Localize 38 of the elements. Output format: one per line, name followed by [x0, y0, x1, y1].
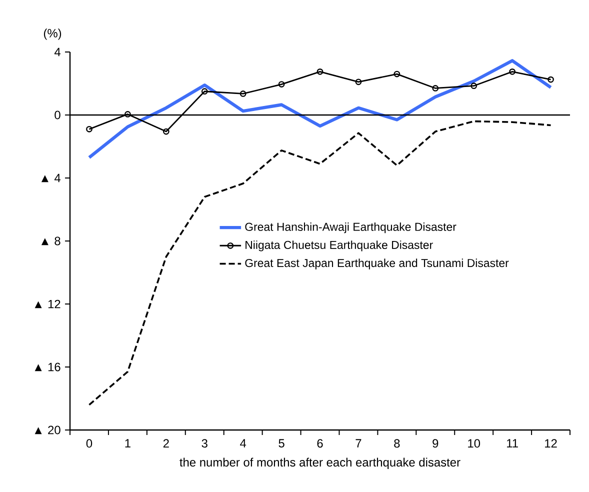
x-tick-label: 1 — [125, 439, 130, 448]
point — [355, 78, 362, 86]
line-series — [88, 59, 552, 160]
point — [470, 82, 478, 90]
point — [509, 68, 516, 75]
x-tick-label: 8 — [394, 439, 400, 448]
legend-label: Great Hanshin-Awaji Earthquake Disaster — [245, 222, 456, 234]
x-tick-label: 9 — [432, 439, 438, 448]
legend-label: Niigata Chuetsu Earthquake Disaster — [246, 240, 433, 252]
point — [394, 70, 400, 78]
x-tick-label: 10 — [468, 439, 480, 448]
x-tick-label: 7 — [356, 439, 362, 448]
point — [201, 88, 208, 95]
point — [316, 68, 324, 75]
line-series — [88, 120, 552, 406]
y-tick-label: ▲ 4 — [41, 174, 60, 182]
y-axis-title: (%) — [44, 28, 62, 40]
x-tick-label: 2 — [163, 439, 169, 448]
x-tick-label: 5 — [278, 439, 284, 448]
point — [124, 111, 131, 118]
point — [162, 128, 170, 135]
x-tick-label: 0 — [86, 439, 92, 448]
y-tick-label: ▲ 12 — [34, 300, 60, 308]
x-tick-label: 6 — [317, 439, 323, 448]
point — [278, 81, 285, 88]
y-tick-label: ▲ 16 — [34, 362, 60, 372]
point — [432, 85, 439, 92]
y-tick-label: 4 — [54, 48, 60, 56]
y-tick-label: ▲ 20 — [34, 426, 60, 434]
x-axis-title: the number of months after each earthquake disaster — [180, 458, 460, 469]
x-tick-label: 12 — [545, 439, 557, 448]
x-tick-label: 4 — [240, 439, 246, 448]
legend-label: Great East Japan Earthquake and Tsunami Disaster — [245, 258, 509, 270]
x-tick-label: 3 — [202, 439, 208, 448]
y-tick-label: 0 — [54, 110, 60, 120]
x-tick-label: 11 — [507, 439, 518, 448]
y-tick-label: ▲ 8 — [41, 236, 60, 246]
point — [240, 90, 246, 97]
